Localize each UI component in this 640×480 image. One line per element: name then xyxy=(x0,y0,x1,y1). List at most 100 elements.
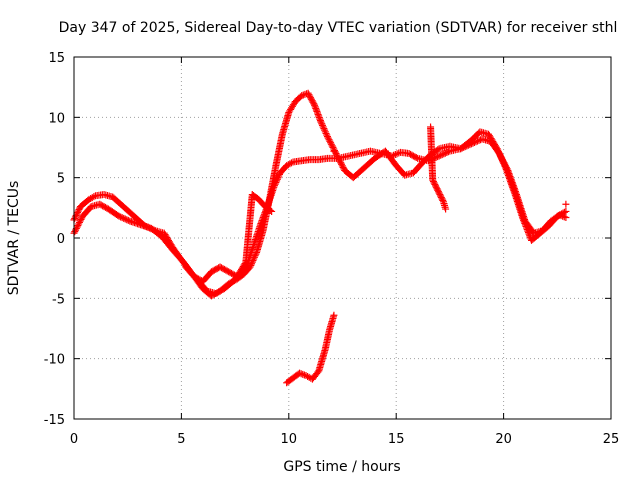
data-point xyxy=(310,100,318,108)
axis-ticks: 0 5 10 15 20 25 -15 -10 -5 0 5 10 15 xyxy=(44,51,620,447)
data-point xyxy=(334,153,342,161)
data-point xyxy=(246,263,254,271)
data-point xyxy=(74,221,82,229)
data-point xyxy=(287,159,295,167)
data-point xyxy=(493,145,501,153)
data-point xyxy=(391,150,399,158)
data-point xyxy=(305,91,313,99)
data-point xyxy=(523,226,531,234)
data-point xyxy=(496,152,504,160)
data-point xyxy=(338,162,346,170)
data-point xyxy=(118,214,126,222)
data-point xyxy=(440,150,448,158)
data-point xyxy=(319,123,327,131)
data-point xyxy=(296,369,304,377)
data-point xyxy=(326,137,334,145)
data-point xyxy=(321,126,329,134)
data-point xyxy=(334,154,342,162)
data-point xyxy=(72,226,80,234)
data-point xyxy=(304,89,312,97)
data-point xyxy=(330,147,338,155)
data-point xyxy=(498,157,506,165)
data-point xyxy=(494,146,502,154)
series-track-c xyxy=(283,311,338,387)
data-point xyxy=(441,149,449,157)
data-point xyxy=(75,206,83,214)
data-point xyxy=(333,151,341,159)
data-point xyxy=(308,97,316,105)
data-point xyxy=(412,154,420,162)
data-point xyxy=(300,371,308,379)
data-point xyxy=(249,257,257,265)
data-point xyxy=(71,213,79,221)
data-point xyxy=(309,98,317,106)
y-tick-label: -15 xyxy=(44,413,65,428)
data-point xyxy=(314,368,322,376)
series-track-b xyxy=(70,89,570,300)
data-point xyxy=(71,214,79,222)
data-point xyxy=(524,227,532,235)
data-point xyxy=(331,148,339,156)
data-point xyxy=(71,228,79,236)
data-point xyxy=(327,140,335,148)
data-point xyxy=(339,163,347,171)
data-point xyxy=(121,215,129,223)
data-point xyxy=(500,161,508,169)
data-point xyxy=(77,215,85,223)
data-point xyxy=(562,207,570,215)
y-tick-label: 5 xyxy=(57,172,65,187)
data-point xyxy=(327,139,335,147)
data-point xyxy=(75,218,83,226)
data-point xyxy=(522,222,530,230)
data-point xyxy=(499,158,507,166)
y-tick-label: 0 xyxy=(57,232,65,247)
x-tick-label: 15 xyxy=(388,432,405,447)
data-point xyxy=(299,370,307,378)
data-point xyxy=(117,213,125,221)
data-point xyxy=(248,258,256,266)
data-point xyxy=(297,370,305,378)
data-point xyxy=(73,223,81,231)
x-tick-label: 25 xyxy=(603,432,620,447)
x-axis-label: GPS time / hours xyxy=(283,459,400,475)
data-point xyxy=(521,219,529,227)
data-point xyxy=(524,229,532,237)
data-point xyxy=(322,129,330,137)
data-point xyxy=(323,131,331,139)
data-point xyxy=(275,172,283,180)
data-point xyxy=(498,155,506,163)
series-track-a xyxy=(70,135,570,298)
data-point xyxy=(442,205,450,213)
data-point xyxy=(325,136,333,144)
data-point xyxy=(525,230,533,238)
data-point xyxy=(500,160,508,168)
x-tick-label: 20 xyxy=(495,432,512,447)
data-point xyxy=(266,206,274,214)
x-tick-label: 10 xyxy=(281,432,298,447)
data-point xyxy=(501,163,509,171)
series-track-d xyxy=(182,191,276,285)
data-point xyxy=(250,255,258,263)
data-point xyxy=(338,160,346,168)
data-point xyxy=(562,200,570,208)
data-point xyxy=(393,150,401,158)
y-tick-label: 15 xyxy=(48,51,65,66)
data-point xyxy=(318,120,326,128)
data-point xyxy=(520,218,528,226)
data-marks xyxy=(70,89,570,387)
data-point xyxy=(520,216,528,224)
y-tick-label: -10 xyxy=(44,353,65,368)
data-point xyxy=(328,142,336,150)
data-point xyxy=(307,94,315,102)
data-point xyxy=(324,134,332,142)
data-point xyxy=(252,250,260,258)
data-point xyxy=(73,210,81,218)
data-point xyxy=(495,149,503,157)
data-point xyxy=(74,209,82,217)
data-point xyxy=(435,152,443,160)
data-point xyxy=(124,216,132,224)
data-point xyxy=(335,156,343,164)
y-tick-label: -5 xyxy=(52,292,65,307)
plot-frame xyxy=(73,56,612,420)
